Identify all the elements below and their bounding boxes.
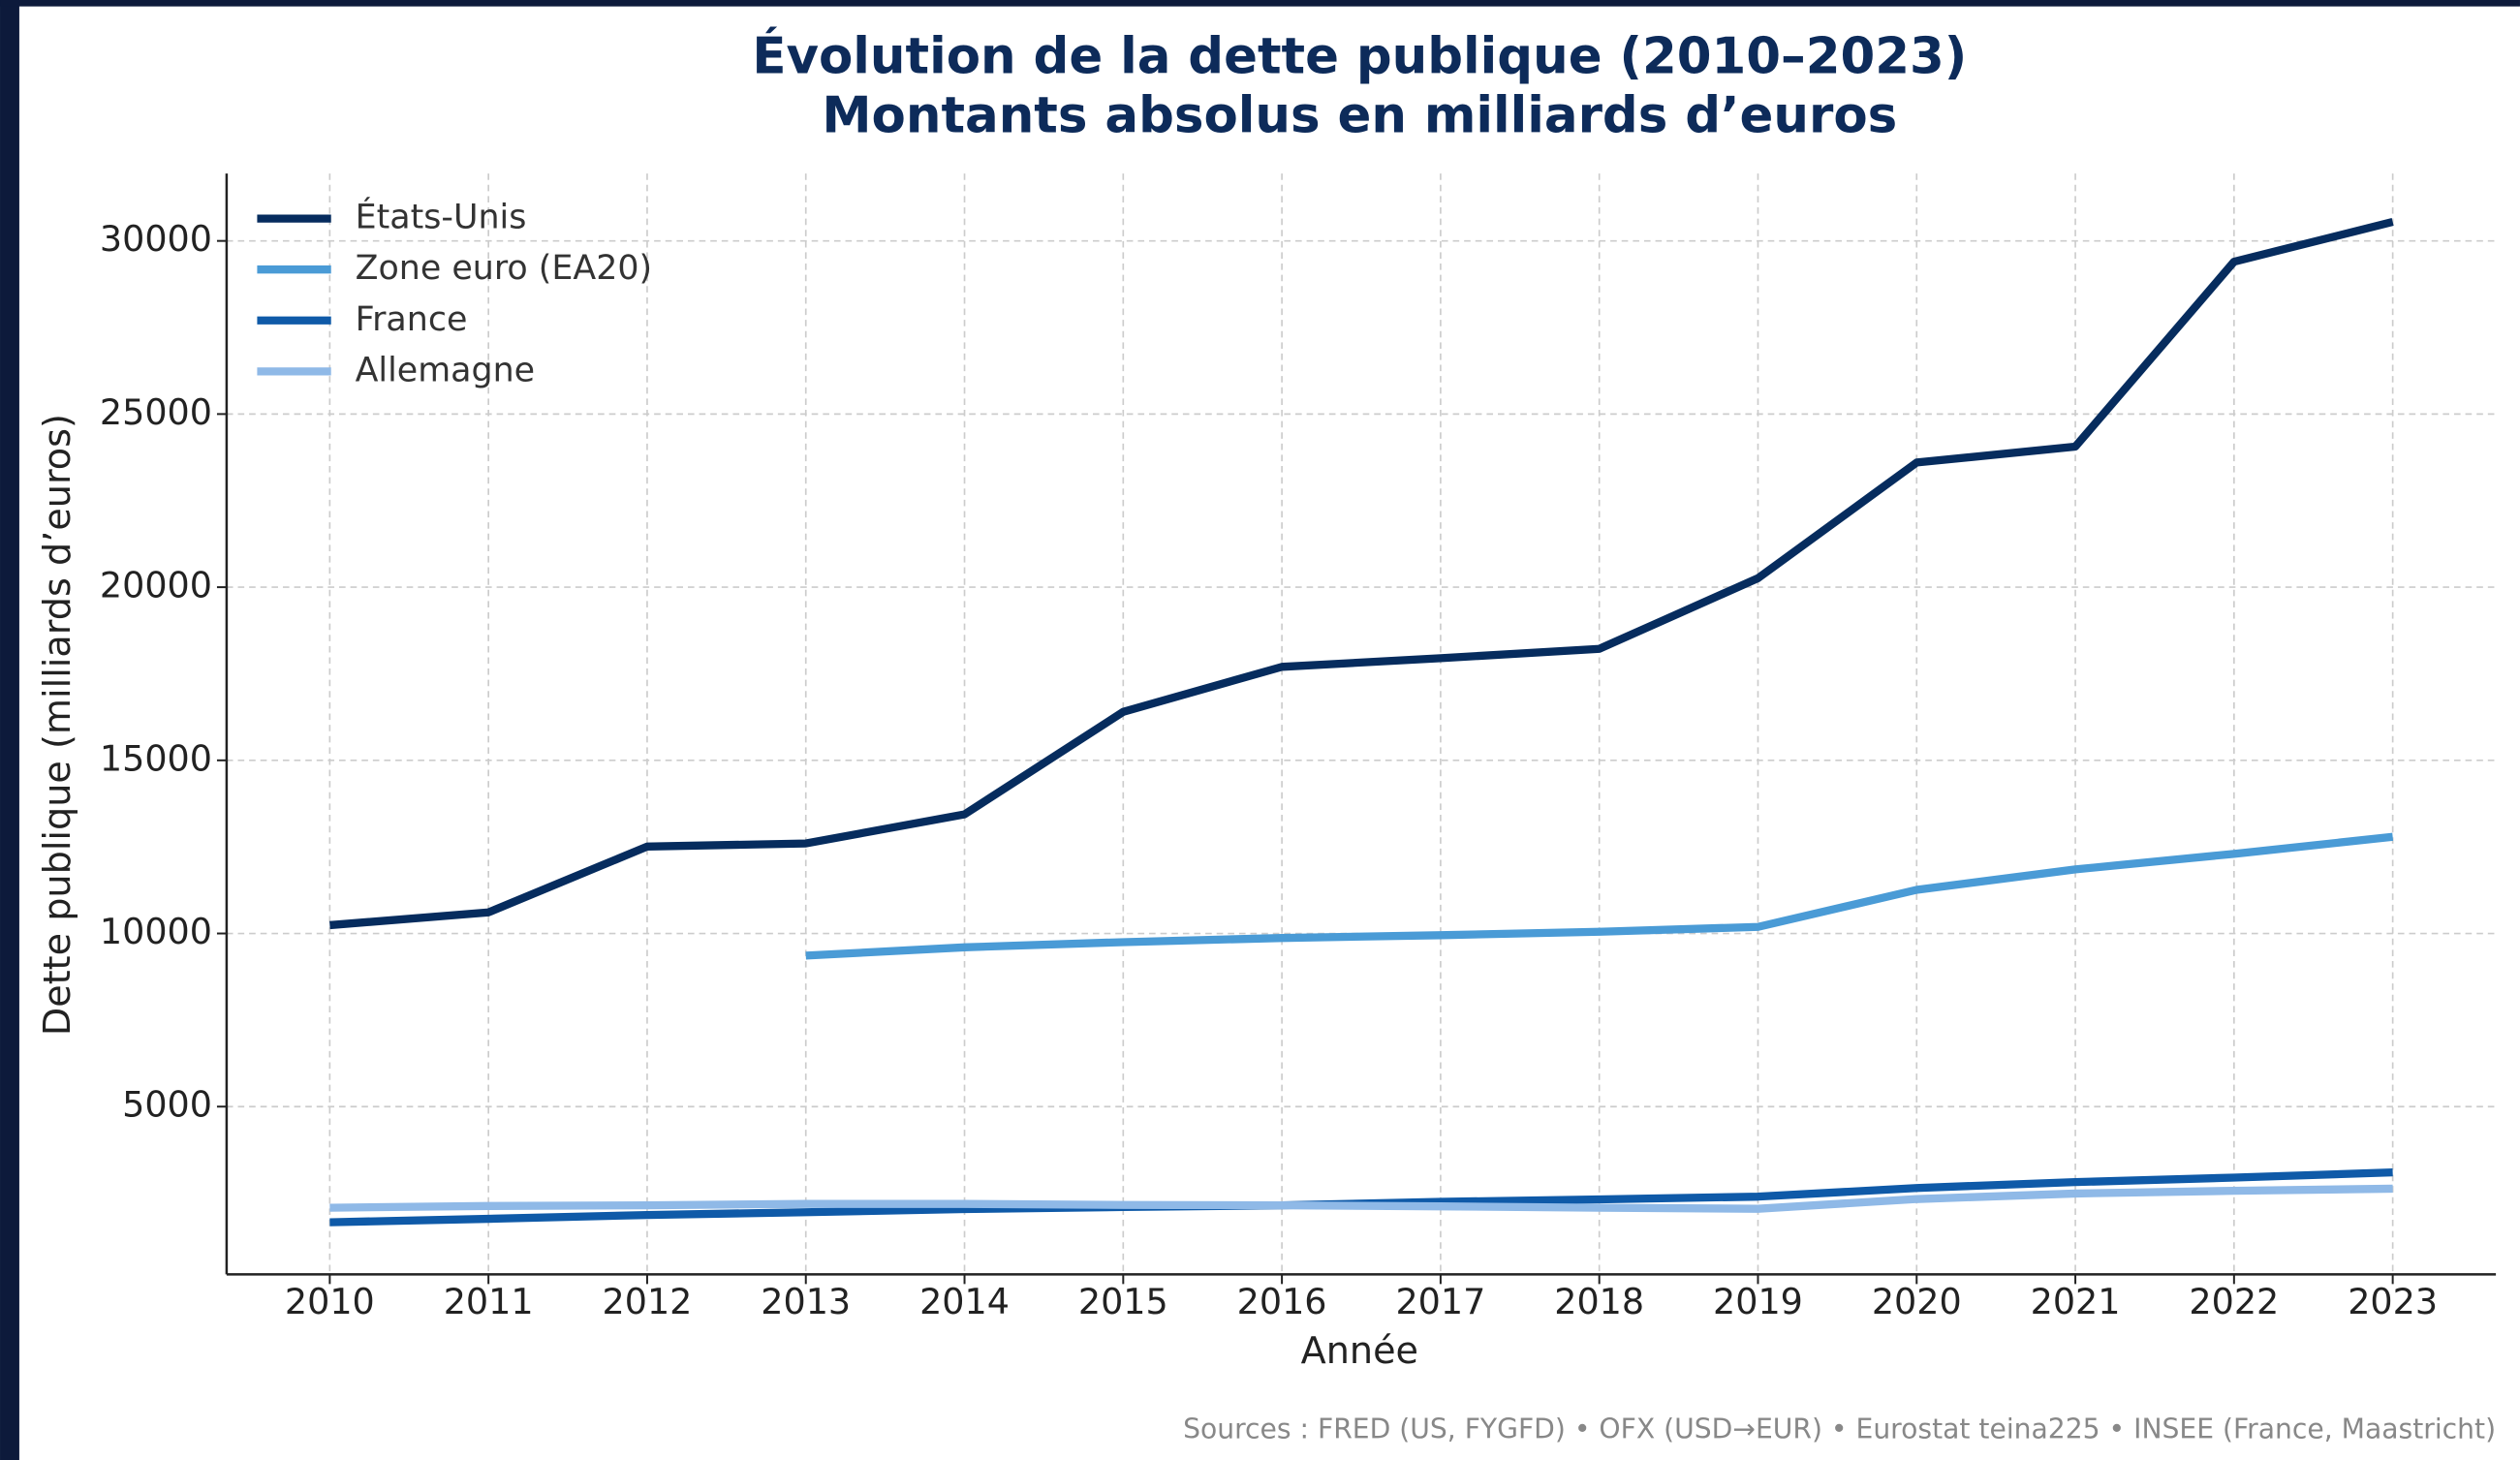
y-tick-label: 25000 [100, 391, 212, 433]
x-tick-label: 2017 [1395, 1281, 1485, 1322]
x-tick-label: 2016 [1237, 1281, 1327, 1322]
x-tick-label: 2021 [2031, 1281, 2121, 1322]
legend-label: Allemagne [356, 351, 535, 389]
chart-subtitle: Montants absolus en milliards d’euros [822, 87, 1897, 145]
frame-top [0, 0, 2520, 7]
y-tick-label: 15000 [100, 737, 212, 779]
x-tick-label: 2018 [1554, 1281, 1644, 1322]
x-tick-label: 2013 [761, 1281, 851, 1322]
x-tick-label: 2010 [285, 1281, 375, 1322]
x-tick-label: 2012 [603, 1281, 693, 1322]
frame-left [0, 0, 19, 1460]
y-tick-label: 30000 [100, 218, 212, 260]
y-tick-label: 20000 [100, 565, 212, 606]
legend-label: France [356, 300, 468, 339]
legend-label: États-Unis [356, 197, 527, 237]
x-tick-label: 2023 [2348, 1281, 2438, 1322]
y-tick-label: 5000 [122, 1084, 212, 1126]
x-tick-label: 2020 [1872, 1281, 1962, 1322]
x-tick-label: 2011 [444, 1281, 534, 1322]
x-tick-label: 2022 [2189, 1281, 2279, 1322]
y-tick-label: 10000 [100, 911, 212, 952]
x-tick-label: 2019 [1713, 1281, 1803, 1322]
x-tick-label: 2015 [1078, 1281, 1168, 1322]
series-line [329, 217, 2394, 930]
chart-title: Évolution de la dette publique (2010–202… [752, 26, 1967, 85]
y-axis-label: Dette publique (milliards d’euros) [36, 414, 78, 1036]
series-line [805, 832, 2394, 960]
legend-label: Zone euro (EA20) [356, 249, 653, 288]
x-axis-label: Année [1301, 1329, 1418, 1372]
x-tick-label: 2014 [919, 1281, 1010, 1322]
source-note: Sources : FRED (US, FYGFD) • OFX (USD→EU… [1183, 1413, 2496, 1444]
series-line [329, 1184, 2393, 1213]
